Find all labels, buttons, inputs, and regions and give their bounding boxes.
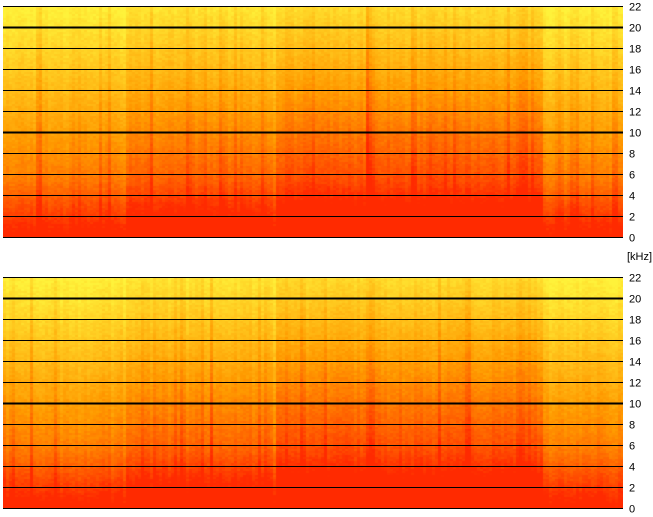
tick-label-2: 2 <box>629 483 635 495</box>
frequency-axis: 0 2 4 6 8 10 12 14 16 18 20 22 <box>3 273 641 516</box>
tick-label-22: 22 <box>629 273 641 285</box>
tick-label-0: 0 <box>629 504 635 516</box>
tick-label-20: 20 <box>629 294 641 306</box>
tick-label-0: 0 <box>629 233 635 245</box>
tick-label-14: 14 <box>629 86 641 98</box>
tick-label-18: 18 <box>629 315 641 327</box>
tick-label-14: 14 <box>629 357 641 369</box>
tick-label-10: 10 <box>629 128 641 140</box>
tick-label-16: 16 <box>629 336 641 348</box>
spectrogram-image <box>3 277 623 508</box>
tick-label-12: 12 <box>629 107 641 119</box>
frequency-axis: 0 2 4 6 8 10 12 14 16 18 20 22 <box>3 2 641 245</box>
tick-label-22: 22 <box>629 2 641 14</box>
spectrogram-channel-2: 0 2 4 6 8 10 12 14 16 18 20 22 <box>3 273 641 516</box>
tick-label-6: 6 <box>629 170 635 182</box>
tick-label-4: 4 <box>629 191 635 203</box>
tick-label-18: 18 <box>629 44 641 56</box>
tick-label-10: 10 <box>629 399 641 411</box>
tick-label-20: 20 <box>629 23 641 35</box>
tick-label-16: 16 <box>629 65 641 77</box>
tick-label-2: 2 <box>629 212 635 224</box>
tick-label-8: 8 <box>629 149 635 161</box>
frequency-unit-label: [kHz] <box>627 251 653 263</box>
tick-label-6: 6 <box>629 441 635 453</box>
tick-label-12: 12 <box>629 378 641 390</box>
spectrogram-channel-1: 0 2 4 6 8 10 12 14 16 18 20 22 <box>3 2 641 245</box>
spectrogram-image <box>3 6 623 237</box>
tick-label-4: 4 <box>629 462 635 474</box>
tick-label-8: 8 <box>629 420 635 432</box>
